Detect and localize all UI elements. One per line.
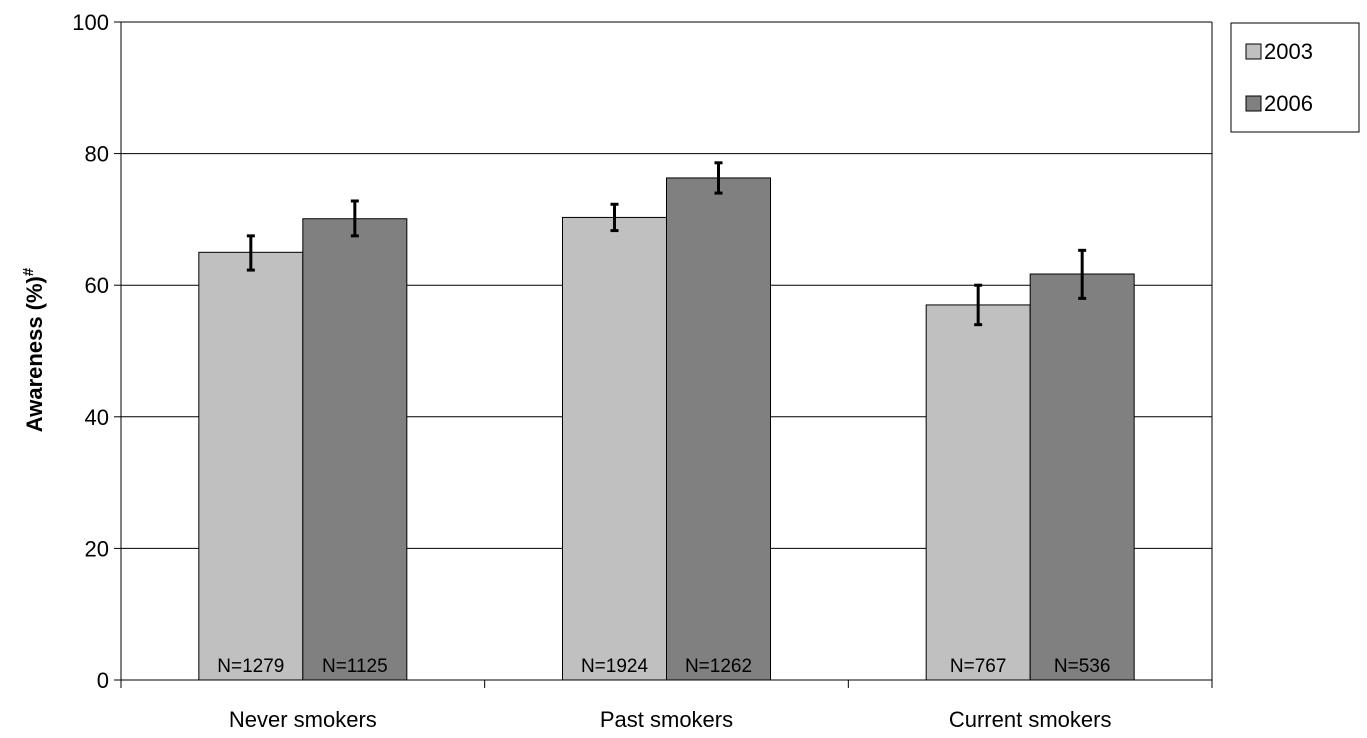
legend-swatch-2006	[1245, 95, 1262, 112]
x-category-label: Past smokers	[600, 707, 733, 732]
bar-2003-3	[925, 304, 1031, 681]
bar-n-label: N=1279	[217, 656, 284, 677]
x-category-label: Never smokers	[229, 707, 377, 732]
y-tick-label: 0	[97, 668, 109, 693]
bar-2006-1	[302, 218, 408, 681]
bar-2003-2	[562, 216, 667, 681]
y-tick-label: 100	[72, 10, 109, 35]
bar-2006-3	[1029, 273, 1135, 681]
bar-n-label: N=1262	[685, 656, 752, 677]
legend-label: 2003	[1264, 39, 1313, 64]
y-tick-label: 60	[85, 273, 109, 298]
y-tick-label: 80	[85, 142, 109, 167]
bar-n-label: N=1924	[581, 656, 649, 677]
bar-2003-1	[198, 251, 304, 681]
y-axis-label: Awareness (%)#	[20, 267, 47, 432]
bar-2006-2	[666, 177, 771, 681]
axes: 0 20 40 60 80 100 Never smokers Past smokers Cur…	[72, 10, 1213, 732]
bar-n-label: N=1125	[322, 656, 388, 677]
bar-n-label: N=767	[950, 656, 1007, 677]
legend-swatch-2003	[1245, 43, 1262, 60]
y-tick-label: 20	[85, 536, 109, 561]
x-category-label: Current smokers	[949, 707, 1112, 732]
y-tick-label: 40	[85, 405, 109, 430]
legend-box	[1230, 22, 1360, 133]
bars: N=1279 N=1125 N=1924 N=1262 N=767 N=536	[198, 161, 1135, 681]
legend: 2003 2006	[1230, 22, 1360, 133]
bar-n-label: N=536	[1054, 656, 1111, 677]
y-axis-label-text: Awareness (%)	[22, 276, 47, 432]
y-axis-label-superscript: #	[20, 267, 37, 276]
legend-label: 2006	[1264, 91, 1313, 116]
